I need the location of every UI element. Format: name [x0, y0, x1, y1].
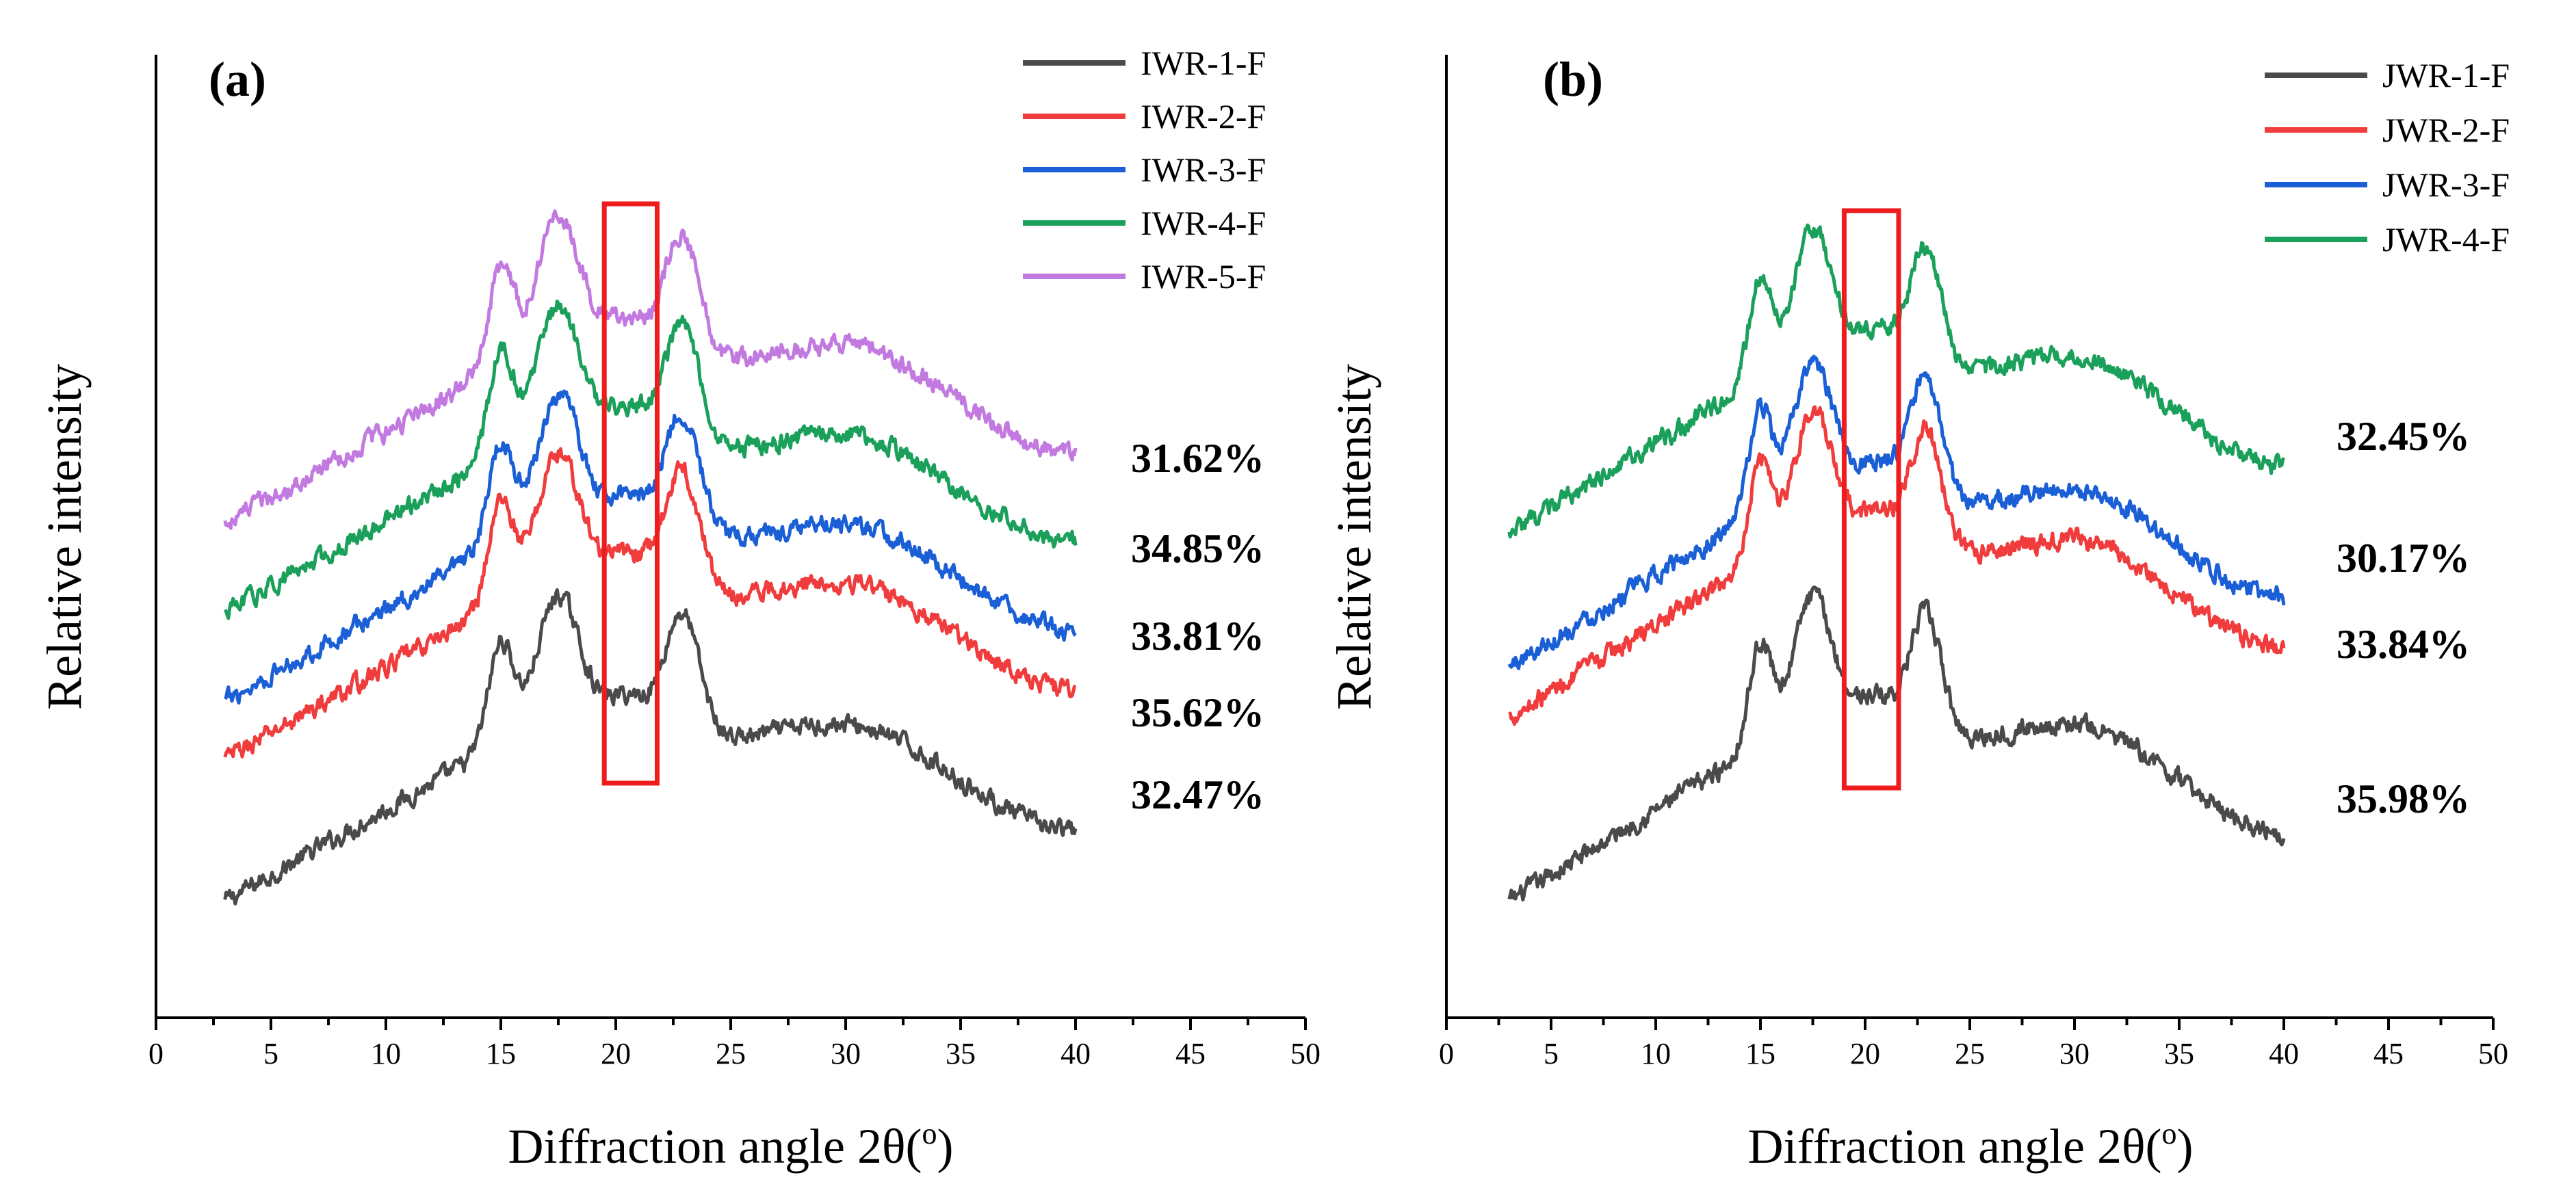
crystallinity-labels-b: 35.98% 33.84% 30.17% 32.45% — [2337, 414, 2470, 821]
chart-panel-a: 0 5 10 15 20 25 30 35 40 45 50 (a) Relative intens… — [37, 44, 1320, 1174]
x-tick-label: 40 — [1061, 1037, 1091, 1070]
crystallinity-label: 32.45% — [2337, 414, 2470, 459]
x-tick-label: 0 — [148, 1037, 164, 1070]
x-tick-label: 30 — [831, 1037, 861, 1070]
x-axis-label-b-main: Diffraction angle 2θ( — [1748, 1119, 2162, 1174]
legend-label: IWR-5-F — [1141, 257, 1266, 295]
x-tick-label: 10 — [371, 1037, 401, 1070]
legend-label: JWR-4-F — [2382, 220, 2510, 259]
crystallinity-label: 31.62% — [1131, 436, 1264, 481]
highlight-box-b — [1841, 208, 1901, 791]
crystallinity-label: 30.17% — [2337, 536, 2470, 581]
x-tick-label: 30 — [2059, 1037, 2090, 1070]
x-axis-label-b-sup: o — [2161, 1117, 2176, 1150]
legend-label: JWR-3-F — [2382, 166, 2510, 204]
crystallinity-label: 33.81% — [1131, 614, 1264, 659]
crystallinity-label: 35.98% — [2337, 776, 2470, 821]
x-tick-label: 0 — [1439, 1037, 1454, 1070]
x-axis-label-a-main: Diffraction angle 2θ( — [508, 1119, 922, 1174]
legend-label: IWR-2-F — [1141, 97, 1266, 135]
legend-label: IWR-1-F — [1141, 44, 1266, 82]
x-tick-label: 25 — [716, 1037, 746, 1070]
x-ticks-a: 0 5 10 15 20 25 30 35 40 45 50 — [148, 1018, 1320, 1070]
x-tick-label: 35 — [946, 1037, 976, 1070]
x-tick-label: 25 — [1955, 1037, 1985, 1070]
series-line-iwr-3-f — [223, 389, 1077, 705]
x-tick-label: 45 — [2373, 1037, 2404, 1070]
legend-label: IWR-3-F — [1141, 150, 1266, 189]
panel-label-a: (a) — [209, 52, 266, 107]
crystallinity-label: 35.62% — [1131, 690, 1264, 735]
x-tick-label: 20 — [601, 1037, 631, 1070]
crystallinity-label: 33.84% — [2337, 622, 2470, 667]
series-line-iwr-1-f — [223, 588, 1078, 906]
x-tick-label: 5 — [1544, 1037, 1559, 1070]
chart-panel-b: 0 5 10 15 20 25 30 35 40 45 50 (b) Relative intens… — [1327, 52, 2510, 1174]
x-tick-label: 10 — [1641, 1037, 1671, 1070]
series-line-iwr-4-f — [223, 300, 1078, 620]
legend-label: JWR-1-F — [2382, 56, 2510, 94]
crystallinity-label: 34.85% — [1131, 526, 1264, 571]
x-ticks-b: 0 5 10 15 20 25 30 35 40 45 50 — [1439, 1018, 2508, 1070]
x-tick-label: 15 — [1745, 1037, 1775, 1070]
y-axis-label-b: Relative intensity — [1327, 364, 1381, 710]
legend-a: IWR-1-F IWR-2-F IWR-3-F IWR-4-F IWR-5-F — [1023, 44, 1266, 295]
x-tick-label: 5 — [263, 1037, 278, 1070]
legend-label: IWR-4-F — [1141, 204, 1266, 242]
crystallinity-label: 32.47% — [1131, 772, 1264, 817]
crystallinity-labels-a: 32.47% 35.62% 33.81% 34.85% 31.62% — [1131, 436, 1264, 817]
y-axis-label-a: Relative intensity — [37, 364, 92, 710]
x-tick-label: 50 — [2478, 1037, 2508, 1070]
x-axis-label-a: Diffraction angle 2θ(o) — [508, 1117, 954, 1174]
x-tick-label: 45 — [1175, 1037, 1206, 1070]
x-tick-label: 15 — [486, 1037, 516, 1070]
series-line-iwr-5-f — [223, 209, 1078, 530]
x-axis-label-b: Diffraction angle 2θ(o) — [1748, 1117, 2194, 1174]
legend-label: JWR-2-F — [2382, 111, 2510, 149]
x-tick-label: 40 — [2269, 1037, 2299, 1070]
series-line-iwr-2-f — [223, 447, 1076, 759]
x-tick-label: 20 — [1850, 1037, 1880, 1070]
x-tick-label: 35 — [2164, 1037, 2194, 1070]
x-axis-label-a-end: ) — [937, 1119, 953, 1174]
legend-b: JWR-1-F JWR-2-F JWR-3-F JWR-4-F — [2265, 56, 2510, 259]
x-axis-label-b-end: ) — [2176, 1119, 2193, 1174]
x-axis-label-a-sup: o — [922, 1117, 937, 1150]
x-tick-label: 50 — [1290, 1037, 1320, 1070]
highlight-box-a — [601, 201, 660, 786]
panel-label-b: (b) — [1543, 52, 1603, 107]
curves-a — [223, 209, 1078, 906]
